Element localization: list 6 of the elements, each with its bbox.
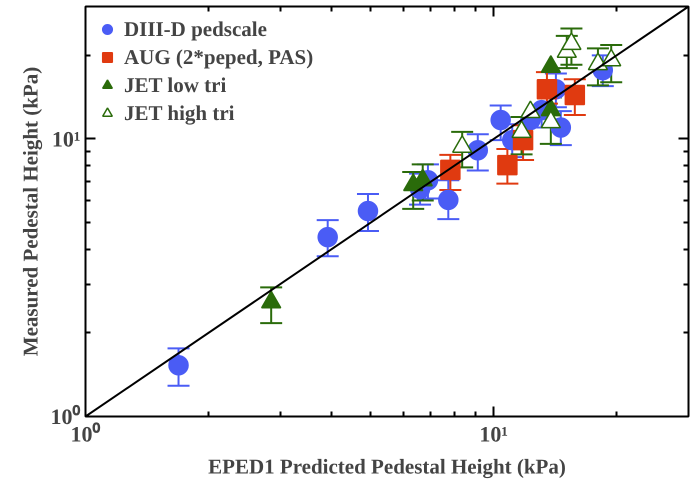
legend-label: JET low tri (124, 72, 226, 98)
y-axis-title: Measured Pedestal Height (kPa) (18, 66, 42, 356)
legend-label: JET high tri (124, 100, 234, 126)
x-axis-title: EPED1 Predicted Pedestal Height (kPa) (208, 454, 566, 478)
legend-label: AUG (2*peped, PAS) (124, 44, 314, 70)
legend-label: DIII-D pedscale (124, 16, 267, 42)
